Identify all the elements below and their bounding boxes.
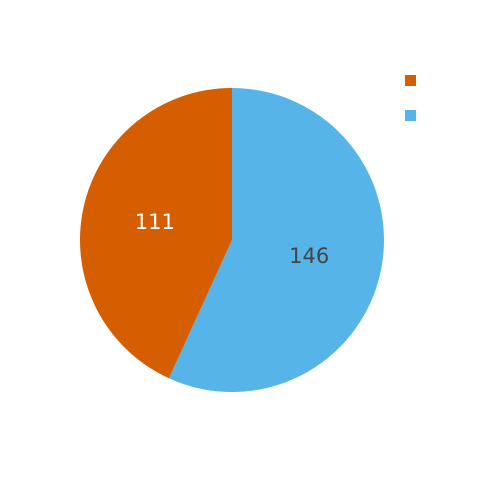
pie-slice-value-label-1: 111 (135, 210, 175, 234)
legend-swatch-1 (405, 110, 416, 121)
pie-slices (79, 87, 384, 392)
pie-slice-labels: 146 111 (135, 210, 329, 268)
pie-slice-1 (79, 87, 232, 379)
legend (405, 75, 416, 121)
legend-swatch-0 (405, 75, 416, 86)
pie-slice-0 (168, 88, 384, 392)
pie-slice-value-label-0: 146 (289, 244, 329, 268)
